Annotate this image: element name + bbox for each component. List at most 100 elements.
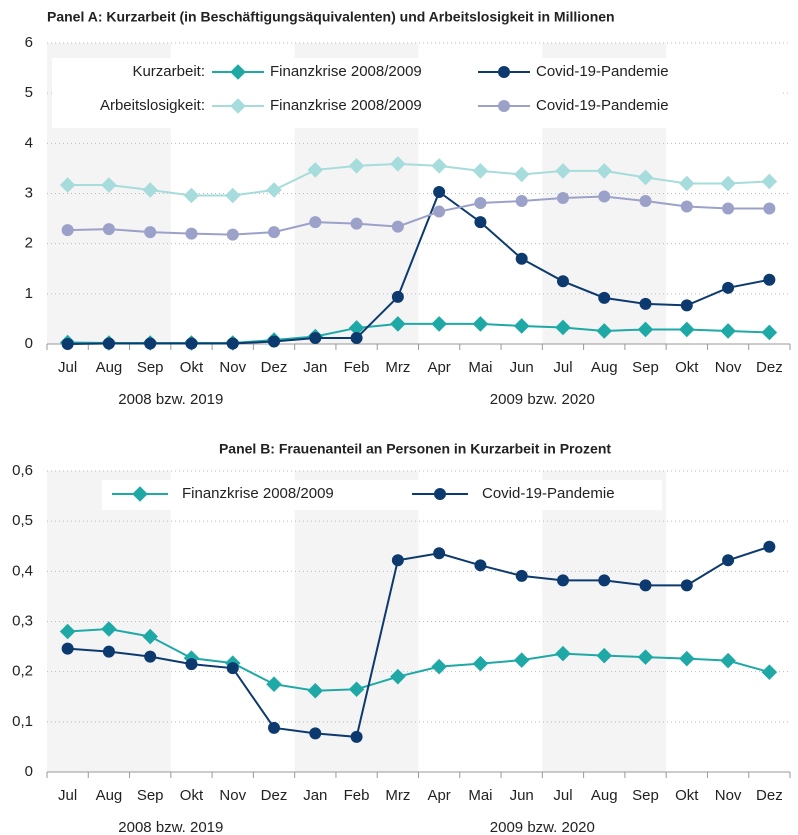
series-line <box>67 545 770 738</box>
data-point <box>596 647 613 664</box>
data-point <box>598 190 611 203</box>
y-tick-label: 0 <box>25 335 33 352</box>
data-point <box>309 216 322 229</box>
data-point <box>472 163 489 179</box>
data-point <box>433 547 446 560</box>
legend-marker <box>498 100 510 112</box>
data-point <box>226 337 239 350</box>
legend-marker <box>132 486 148 502</box>
data-point <box>598 291 611 304</box>
data-point <box>431 316 447 332</box>
x-group-label: 2008 bzw. 2019 <box>118 819 223 835</box>
y-tick-label: 0,3 <box>12 612 33 629</box>
data-point <box>555 645 571 662</box>
data-point <box>144 650 157 663</box>
data-point <box>761 324 778 341</box>
y-tick-label: 1 <box>25 285 33 302</box>
legend-marker <box>230 64 246 80</box>
y-tick-label: 0,6 <box>12 462 33 479</box>
x-tick-label: Dez <box>756 787 783 804</box>
x-tick-label: Apr <box>427 359 450 376</box>
x-tick-label: Sep <box>632 359 659 376</box>
legend-marker <box>230 98 246 114</box>
legend-group-label: Arbeitslosigkeit: <box>100 97 205 114</box>
data-point <box>391 220 404 233</box>
legend-group-label: Kurzarbeit: <box>132 63 205 80</box>
x-tick-label: Aug <box>96 787 123 804</box>
data-point <box>639 195 652 208</box>
x-tick-label: Jul <box>553 359 572 376</box>
data-point <box>391 290 404 303</box>
data-point <box>268 721 281 734</box>
data-point <box>596 163 613 179</box>
x-tick-label: Sep <box>137 787 164 804</box>
quarter-shade <box>542 471 667 772</box>
x-tick-label: Mai <box>468 787 492 804</box>
data-point <box>513 652 530 668</box>
data-point <box>474 216 487 229</box>
data-point <box>474 559 487 572</box>
data-point <box>185 337 198 350</box>
x-tick-label: Aug <box>591 359 618 376</box>
data-point <box>515 195 528 208</box>
legend-marker <box>498 66 510 78</box>
data-point <box>144 337 157 350</box>
data-point <box>268 335 281 348</box>
data-point <box>472 316 489 332</box>
data-point <box>637 169 654 186</box>
data-point <box>307 162 324 178</box>
y-tick-label: 6 <box>25 34 33 51</box>
data-point <box>761 664 778 680</box>
data-point <box>59 177 76 193</box>
x-tick-label: Nov <box>715 359 742 376</box>
data-point <box>720 175 736 192</box>
data-point <box>309 331 322 344</box>
data-point <box>598 574 611 587</box>
x-tick-label: Jan <box>303 359 327 376</box>
data-point <box>390 156 406 172</box>
x-group-label: 2009 bzw. 2020 <box>490 391 595 408</box>
x-tick-label: Aug <box>591 787 618 804</box>
x-tick-label: Dez <box>261 787 288 804</box>
legend-box <box>102 480 662 510</box>
data-point <box>679 650 695 667</box>
x-tick-label: Sep <box>632 787 659 804</box>
data-point <box>515 252 528 265</box>
legend-label: Finanzkrise 2008/2009 <box>270 97 422 114</box>
x-tick-label: Feb <box>344 359 370 376</box>
x-tick-label: Dez <box>756 359 783 376</box>
data-point <box>720 323 736 339</box>
data-point <box>679 321 695 338</box>
x-tick-label: Mrz <box>385 359 410 376</box>
legend-label: Covid-19-Pandemie <box>482 485 615 502</box>
y-tick-label: 0,5 <box>12 512 33 529</box>
data-point <box>763 202 776 215</box>
x-tick-label: Okt <box>675 359 699 376</box>
data-point <box>102 337 115 350</box>
x-tick-label: Nov <box>219 787 246 804</box>
data-point <box>350 331 363 344</box>
y-tick-label: 0,1 <box>12 713 33 730</box>
data-point <box>555 163 571 179</box>
x-tick-label: Mai <box>468 359 492 376</box>
y-tick-label: 0,4 <box>12 562 33 579</box>
x-group-label: 2008 bzw. 2019 <box>118 391 223 408</box>
data-point <box>309 727 322 740</box>
x-tick-label: Mrz <box>385 787 410 804</box>
y-tick-label: 3 <box>25 184 33 201</box>
data-point <box>556 574 569 587</box>
data-point <box>102 645 115 658</box>
x-tick-label: Nov <box>715 787 742 804</box>
legend-label: Covid-19-Pandemie <box>536 97 669 114</box>
data-point <box>513 318 530 334</box>
x-tick-label: Okt <box>180 359 204 376</box>
x-tick-label: Jun <box>510 359 534 376</box>
x-tick-label: Jan <box>303 787 327 804</box>
data-point <box>720 652 736 669</box>
data-point <box>472 655 489 672</box>
data-point <box>142 628 158 645</box>
data-point <box>431 658 447 675</box>
y-tick-label: 5 <box>25 84 33 101</box>
data-point <box>680 200 693 213</box>
